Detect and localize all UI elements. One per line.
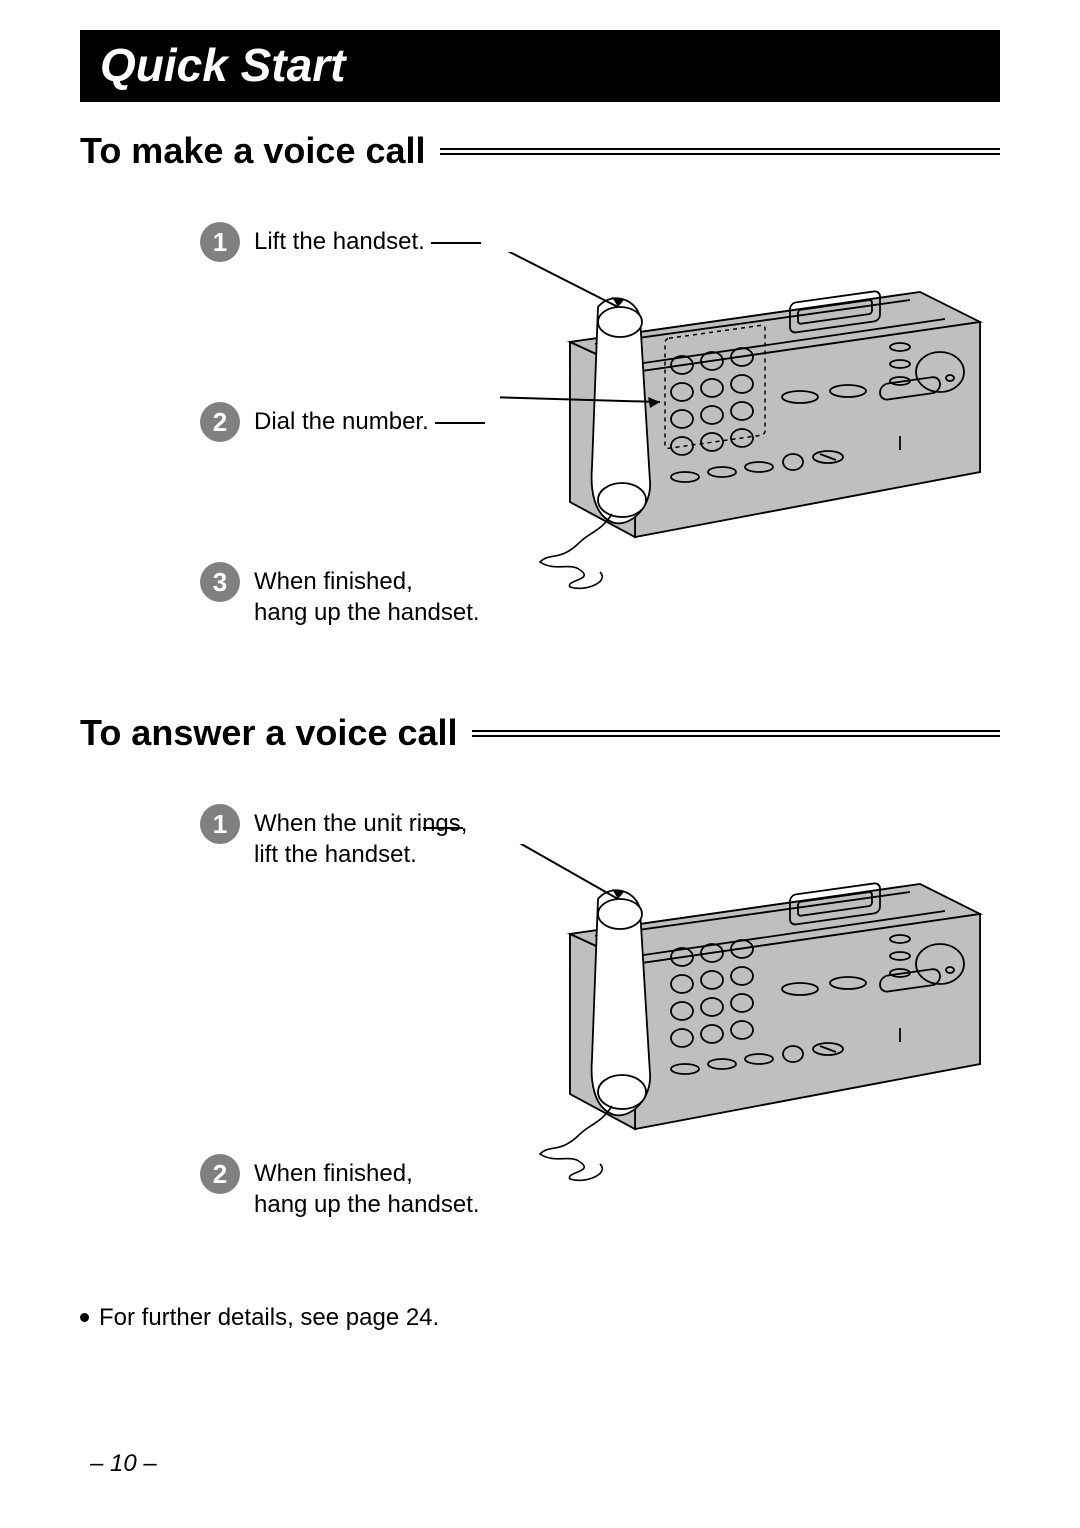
step-text: When finished, hang up the handset. <box>254 1154 480 1220</box>
heading-text: To answer a voice call <box>80 712 472 754</box>
step-2: 2 When finished, hang up the handset. <box>200 1154 480 1220</box>
fax-machine-illustration <box>500 252 1000 592</box>
heading-text: To make a voice call <box>80 130 440 172</box>
footnote-text: For further details, see page 24. <box>99 1304 439 1332</box>
page-number: – 10 – <box>90 1450 157 1478</box>
bullet-icon <box>80 1313 89 1322</box>
step-3: 3 When finished, hang up the handset. <box>200 562 480 628</box>
step-1: 1 Lift the handset. <box>200 222 481 262</box>
step-text: When finished, hang up the handset. <box>254 562 480 628</box>
section-body-make-call: 1 Lift the handset. 2 Dial the number. 3… <box>200 222 1000 652</box>
callout-line-icon <box>435 422 485 424</box>
page-title: Quick Start <box>80 30 1000 102</box>
section-body-answer-call: 1 When the unit rings, lift the handset.… <box>200 804 1000 1244</box>
callout-line-icon <box>431 242 481 244</box>
step-2: 2 Dial the number. <box>200 402 485 442</box>
section-heading-answer-call: To answer a voice call <box>80 712 1000 754</box>
step-number-circle: 3 <box>200 562 240 602</box>
step-number-circle: 1 <box>200 222 240 262</box>
step-number-circle: 2 <box>200 402 240 442</box>
heading-rule-icon <box>440 148 1000 155</box>
step-text: Dial the number. <box>254 402 485 437</box>
step-text: Lift the handset. <box>254 222 481 257</box>
fax-machine-illustration <box>500 844 1000 1184</box>
callout-line-icon <box>423 827 463 829</box>
heading-rule-icon <box>472 730 1000 737</box>
step-text: When the unit rings, lift the handset. <box>254 804 467 870</box>
step-1: 1 When the unit rings, lift the handset. <box>200 804 467 870</box>
section-heading-make-call: To make a voice call <box>80 130 1000 172</box>
step-number-circle: 2 <box>200 1154 240 1194</box>
footnote: For further details, see page 24. <box>80 1304 1000 1332</box>
step-number-circle: 1 <box>200 804 240 844</box>
